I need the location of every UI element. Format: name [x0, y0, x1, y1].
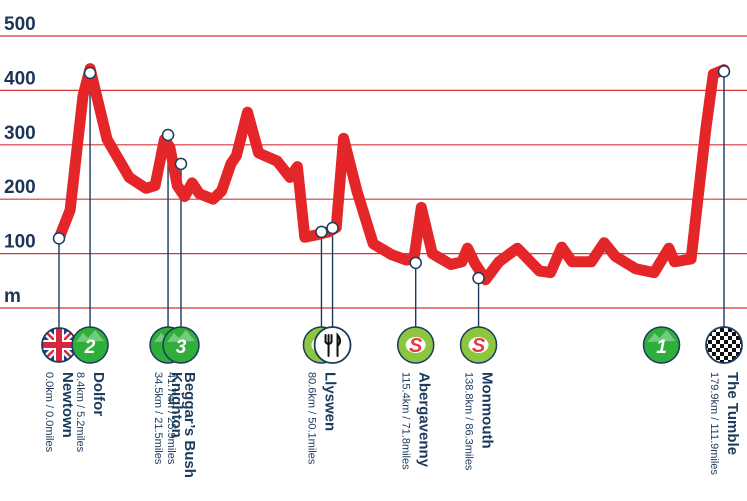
- fork-knife-icon: [324, 332, 342, 357]
- sprint-label: S: [472, 335, 486, 357]
- profile-marker: [83, 66, 97, 80]
- stage-distance: 179.9km / 111.9miles: [708, 372, 720, 475]
- profile-line: [53, 63, 730, 286]
- profile-marker: [161, 128, 175, 142]
- stage-badge-climb: 1: [642, 326, 681, 364]
- knife-blade: [336, 332, 342, 357]
- stage-label: Monmouth 138.8km / 86.3miles: [463, 372, 496, 471]
- profile-marker: [409, 256, 422, 270]
- stage-label: Dolfor 8.4km / 5.2miles: [74, 372, 107, 453]
- stage-badge-sprint: S: [459, 326, 498, 364]
- stage-name: Monmouth: [479, 372, 496, 449]
- y-tick-label: 300: [4, 123, 36, 144]
- profile-marker: [315, 225, 328, 239]
- stage-distance: 8.4km / 5.2miles: [74, 372, 86, 453]
- stage-badge-flag-uk: [41, 327, 77, 363]
- sprint-badge-inner: [468, 337, 489, 353]
- profile-marker: [326, 221, 339, 235]
- stage-badge-finish: [705, 326, 743, 364]
- stage-markers: [52, 65, 731, 285]
- y-tick-label: 400: [4, 68, 36, 89]
- profile-line-group: [53, 63, 730, 286]
- stage-name: Knighton: [168, 372, 185, 438]
- profile-marker: [52, 232, 66, 245]
- stage-name: Newtown: [59, 372, 76, 438]
- stage-distance: 115.4km / 71.8miles: [400, 372, 412, 470]
- stage-distance: 80.6km / 50.1miles: [305, 372, 317, 465]
- climb-category-label: 3: [176, 337, 187, 358]
- stage-label: Knighton 34.5km / 21.5miles: [152, 372, 185, 465]
- stage-distance: 41.7km / 25.9miles: [165, 372, 177, 465]
- stage-badges: 233SSS1: [41, 326, 743, 364]
- y-axis-ticks: 500 400 300 200 100 m: [4, 14, 36, 307]
- stage-label: Newtown 0.0km / 0.0miles: [43, 372, 76, 453]
- stage-label: Llyswen 80.6km / 50.1miles: [305, 372, 338, 465]
- stage-distance: 0.0km / 0.0miles: [43, 372, 55, 453]
- stage-labels: Newtown 0.0km / 0.0miles Dolfor 8.4km / 5.2…: [43, 372, 741, 478]
- y-tick-label: 500: [4, 14, 36, 35]
- stage-name: Dolfor: [90, 372, 107, 416]
- checkered-flag-icon: [705, 326, 743, 364]
- stage-badge-feed: [313, 326, 352, 364]
- climb-category-label: 2: [84, 337, 96, 358]
- stage-name: Llyswen: [321, 372, 338, 431]
- fork-base: [324, 341, 333, 345]
- stage-drop-lines: [58, 71, 725, 327]
- grid-lines: [0, 35, 747, 309]
- sprint-label: S: [409, 335, 423, 357]
- flag-cross-v-red: [56, 328, 62, 362]
- profile-marker: [717, 65, 731, 78]
- stage-distance: 34.5km / 21.5miles: [152, 372, 164, 465]
- stage-name: Abergavenny: [416, 372, 433, 468]
- mountain-icon: [647, 330, 676, 342]
- stage-badge-climb: 3: [162, 326, 200, 364]
- feed-badge-circle: [313, 326, 352, 364]
- stage-name: The Tumble: [724, 372, 741, 455]
- mountain-icon: [76, 330, 105, 342]
- y-tick-label: 100: [4, 232, 36, 253]
- profile-marker: [174, 157, 188, 171]
- stage-distance: 138.8km / 86.3miles: [463, 372, 475, 471]
- sprint-badge-inner: [405, 337, 426, 353]
- stage-badge-sprint: S: [396, 326, 435, 364]
- stage-name: Beggar’s Bush: [181, 372, 198, 478]
- y-tick-label: 200: [4, 177, 36, 198]
- stage-label: Abergavenny 115.4km / 71.8miles: [400, 372, 433, 470]
- climb-category-label: 1: [656, 337, 667, 358]
- stage-badge-climb: 2: [71, 326, 109, 364]
- mountain-icon: [166, 330, 195, 342]
- profile-marker: [472, 271, 485, 285]
- stage-label: The Tumble 179.9km / 111.9miles: [708, 372, 741, 475]
- stage-label: Beggar’s Bush 41.7km / 25.9miles: [165, 372, 198, 478]
- uk-flag-icon: [41, 327, 77, 363]
- y-axis-unit-label: m: [4, 286, 21, 307]
